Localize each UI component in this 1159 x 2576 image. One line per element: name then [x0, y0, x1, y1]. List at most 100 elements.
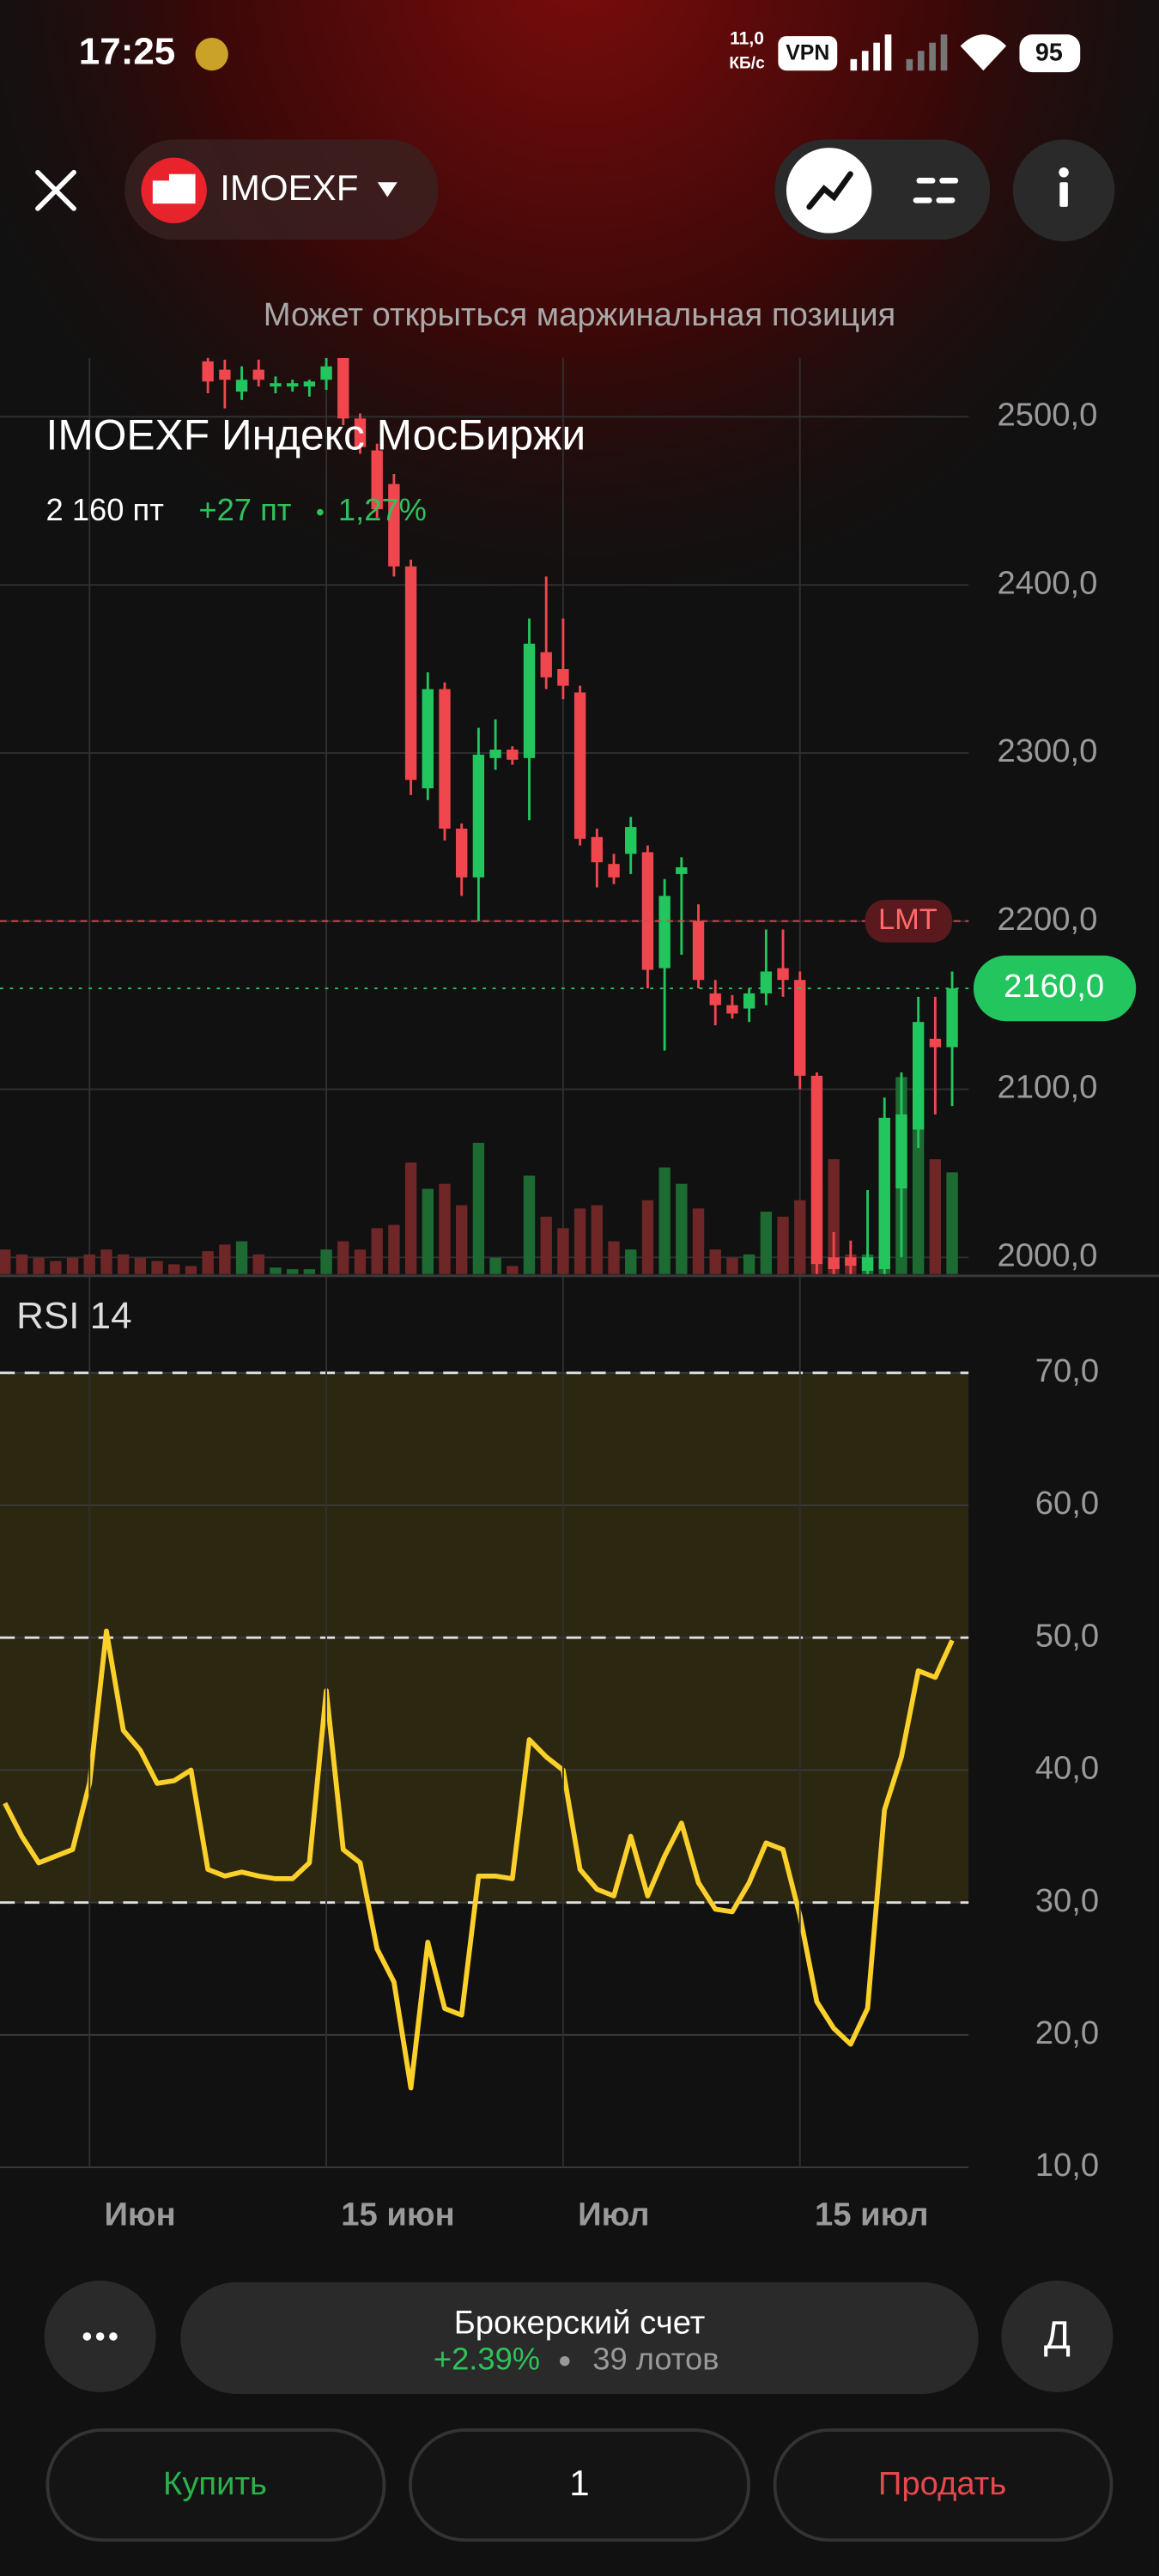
candle-body — [252, 369, 264, 380]
battery-level: 95 — [1035, 39, 1063, 67]
vpn-badge — [778, 36, 838, 71]
y-tick-label: 50,0 — [1035, 1617, 1099, 1654]
candle-body — [422, 689, 434, 789]
candle-body — [235, 380, 248, 392]
account-change: +2.39% — [434, 2341, 540, 2376]
candle-body — [861, 1257, 874, 1271]
volume-bar — [591, 1205, 604, 1274]
volume-bar — [676, 1183, 688, 1274]
volume-bar — [489, 1257, 501, 1274]
volume-bar — [929, 1158, 942, 1274]
candle-body — [472, 754, 485, 878]
candle-body — [828, 1257, 840, 1269]
candle-body — [202, 361, 214, 382]
volume-bar — [472, 1142, 485, 1274]
volume-bar — [100, 1249, 112, 1274]
candle-body — [219, 369, 231, 380]
volume-bar — [388, 1224, 400, 1274]
candle-body — [286, 383, 299, 387]
close-button[interactable] — [35, 169, 76, 211]
volume-bar — [507, 1266, 519, 1274]
volume-bar — [185, 1266, 197, 1274]
wifi-icon — [960, 34, 1007, 71]
candle-body — [726, 1005, 738, 1014]
account-selector[interactable] — [180, 2281, 979, 2394]
volume-bar — [83, 1254, 95, 1274]
volume-bar — [573, 1208, 586, 1274]
candle-body — [794, 980, 806, 1076]
quantity-input[interactable] — [409, 2428, 750, 2543]
candle-body — [709, 993, 721, 1005]
candle-body — [743, 993, 755, 1009]
volume-bar — [354, 1249, 367, 1274]
x-tick-label: 15 июн — [341, 2196, 454, 2233]
y-tick-label: 2400,0 — [997, 564, 1097, 601]
price-change: +27 пт — [198, 492, 291, 527]
candle-body — [845, 1257, 857, 1267]
volume-bar — [540, 1216, 552, 1274]
header-glow — [0, 0, 1159, 690]
volume-bar — [439, 1183, 451, 1274]
volume-bar — [270, 1267, 282, 1274]
net-unit: КБ/с — [729, 55, 765, 73]
candle-body — [540, 652, 552, 677]
volume-bar — [33, 1257, 45, 1274]
info-icon — [1059, 167, 1069, 207]
volume-bar — [946, 1172, 958, 1274]
candle-body — [523, 643, 536, 758]
x-tick-label: Июн — [104, 2196, 175, 2233]
y-tick-label: 10,0 — [1035, 2147, 1099, 2184]
y-tick-label: 20,0 — [1035, 2014, 1099, 2051]
more-icon — [82, 2332, 118, 2341]
candle-body — [878, 1117, 890, 1269]
volume-bar — [658, 1167, 671, 1274]
battery — [1019, 34, 1081, 73]
volume-bar — [15, 1254, 28, 1274]
profile-button[interactable] — [1001, 2281, 1113, 2393]
candle-body — [810, 1075, 823, 1265]
plot-area: 10,0 20,0 30,0 40,0 50,0 60,0 70,0 2000,0 2100,0… — [0, 357, 1159, 2233]
buy-button[interactable] — [46, 2428, 386, 2543]
volume-bar — [219, 1244, 231, 1274]
price-change-percent: 1,27% — [338, 492, 427, 527]
candle-body — [507, 750, 519, 760]
y-tick-label: 40,0 — [1035, 1750, 1099, 1787]
y-tick-label: 2300,0 — [997, 732, 1097, 769]
candle-body — [625, 827, 637, 854]
volume-bar — [641, 1200, 654, 1274]
vpn-label: VPN — [786, 42, 829, 65]
volume-bar — [337, 1241, 349, 1274]
volume-bar — [151, 1261, 163, 1274]
sell-button[interactable] — [773, 2428, 1113, 2543]
y-tick-label: 2000,0 — [997, 1236, 1097, 1273]
volume-bar — [422, 1188, 434, 1274]
candle-body — [912, 1022, 925, 1130]
candle-body — [354, 418, 367, 447]
candle-body — [676, 867, 688, 874]
ticker-selector[interactable] — [124, 139, 439, 240]
separator-dot — [317, 508, 324, 516]
candle-body — [658, 896, 671, 969]
volume-bar — [235, 1241, 248, 1274]
y-tick-label: 70,0 — [1035, 1352, 1099, 1389]
candle-body — [929, 1038, 942, 1048]
account-name: Брокерский счет — [454, 2305, 706, 2342]
volume-bar — [371, 1228, 383, 1274]
volume-bar — [777, 1216, 789, 1274]
ticker-logo-mark — [152, 173, 196, 204]
volume-bar — [320, 1249, 332, 1274]
volume-bar — [828, 1158, 840, 1274]
candle-body — [692, 920, 705, 981]
volume-bar — [252, 1254, 264, 1274]
volume-bar — [692, 1208, 705, 1274]
volume-bar — [134, 1257, 147, 1274]
candle-mode-icon[interactable] — [913, 177, 959, 204]
volume-bar — [117, 1254, 130, 1274]
instrument-title: IMOEXF Индекс МосБиржи — [46, 411, 586, 459]
candle-body — [760, 971, 773, 993]
candle-body — [573, 692, 586, 839]
candle-body — [404, 566, 417, 781]
signal-2 — [906, 34, 948, 71]
